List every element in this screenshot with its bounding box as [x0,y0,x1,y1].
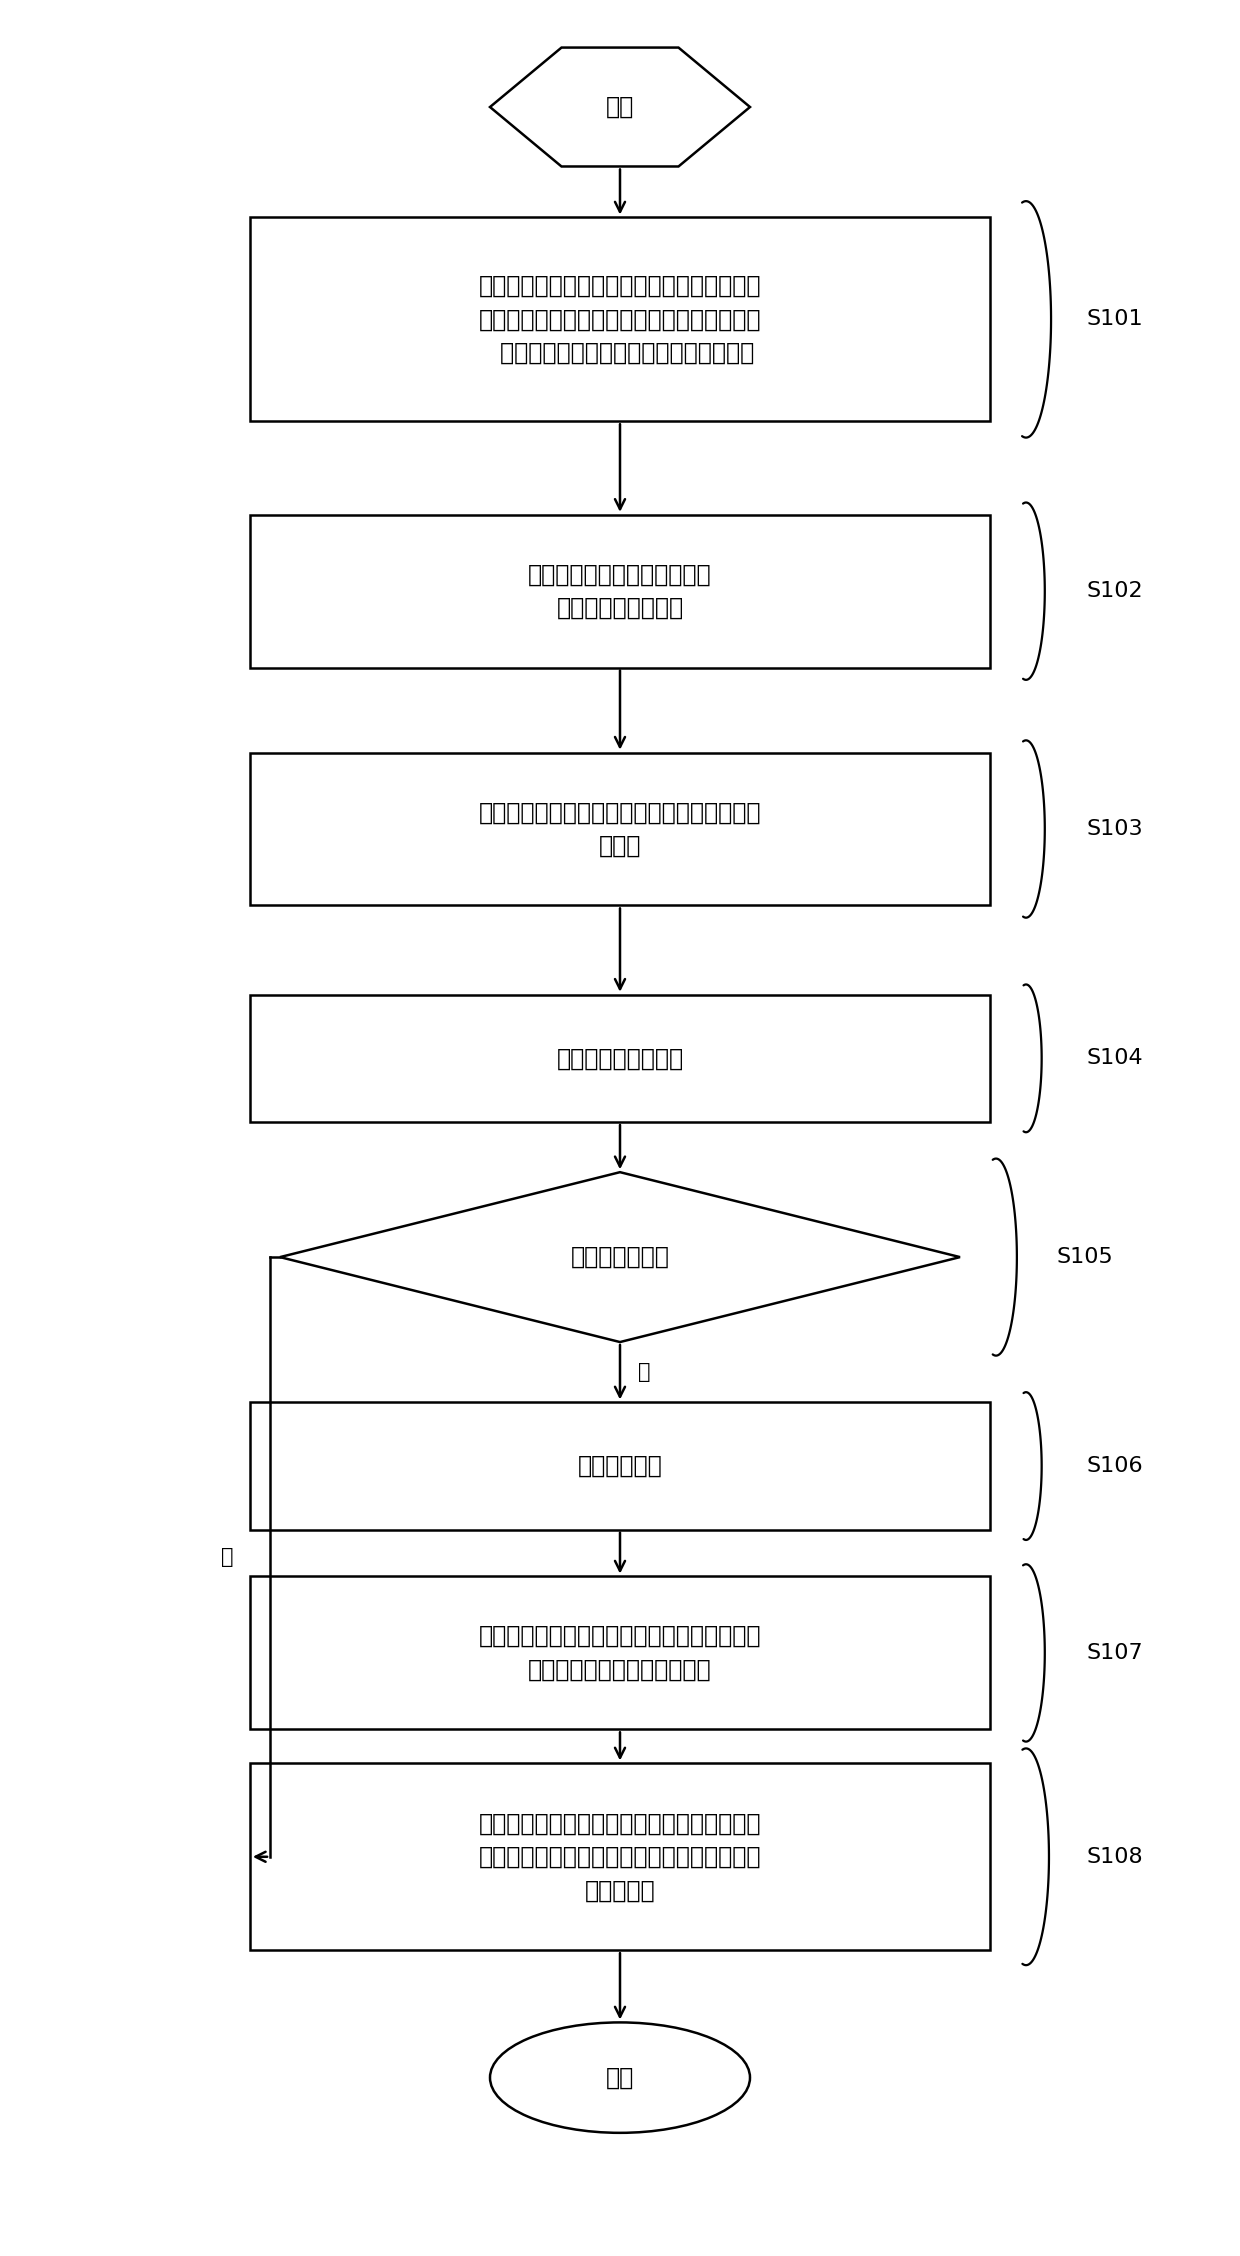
Bar [250,1403,990,1530]
Bar [250,514,990,668]
Text: 是: 是 [637,1363,650,1383]
Text: 否: 否 [222,1548,234,1568]
Bar [250,217,990,422]
Text: S103: S103 [1086,819,1142,839]
Text: 在终端操作系统中创建多个虚拟环境，所述多
个虚拟环境彼此隔离，且所述多个虚拟环境与
  该终端操作系统中的原始环境也相互隔离: 在终端操作系统中创建多个虚拟环境，所述多 个虚拟环境彼此隔离，且所述多个虚拟环境… [479,273,761,365]
Bar [250,754,990,905]
Text: S102: S102 [1086,582,1142,600]
Text: S104: S104 [1086,1049,1142,1069]
Text: S101: S101 [1086,309,1142,329]
Text: 为所述多个虚拟环境设置访问
不同网络的访问权限: 为所述多个虚拟环境设置访问 不同网络的访问权限 [528,562,712,620]
Text: S105: S105 [1056,1248,1112,1268]
Bar [250,995,990,1121]
Text: 结束: 结束 [606,2066,634,2089]
Text: 在执行相应操作过程中，对所有文件操作以及
注册表操作均进行重定向处理: 在执行相应操作过程中，对所有文件操作以及 注册表操作均进行重定向处理 [479,1624,761,1681]
Text: 生成相应的重定向文件，所述重定向文件在其
他虚拟环境以及所述终端操作系统的原始环境
中均不可见: 生成相应的重定向文件，所述重定向文件在其 他虚拟环境以及所述终端操作系统的原始环… [479,1812,761,1902]
Text: 接收用户访问虚拟环境的请求，进入相应的虚
拟环境: 接收用户访问虚拟环境的请求，进入相应的虚 拟环境 [479,801,761,857]
Text: 是否有访问权限: 是否有访问权限 [570,1245,670,1270]
Text: 执行相应操作: 执行相应操作 [578,1455,662,1478]
Text: S108: S108 [1086,1848,1142,1866]
Bar [250,1764,990,1949]
Text: S106: S106 [1086,1455,1142,1475]
Text: 开始: 开始 [606,95,634,120]
Text: S107: S107 [1086,1642,1142,1663]
Bar [250,1577,990,1730]
Text: 接收用户的操作请求: 接收用户的操作请求 [557,1047,683,1069]
